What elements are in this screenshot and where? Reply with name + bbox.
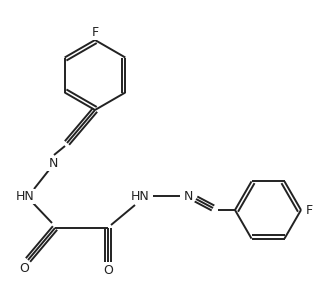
Text: F: F [306,203,313,216]
Text: N: N [48,156,58,170]
Text: HN: HN [131,190,149,203]
Text: O: O [103,265,113,278]
Text: F: F [91,26,98,39]
Text: O: O [19,263,29,275]
Text: N: N [183,190,193,203]
Text: HN: HN [16,190,34,203]
